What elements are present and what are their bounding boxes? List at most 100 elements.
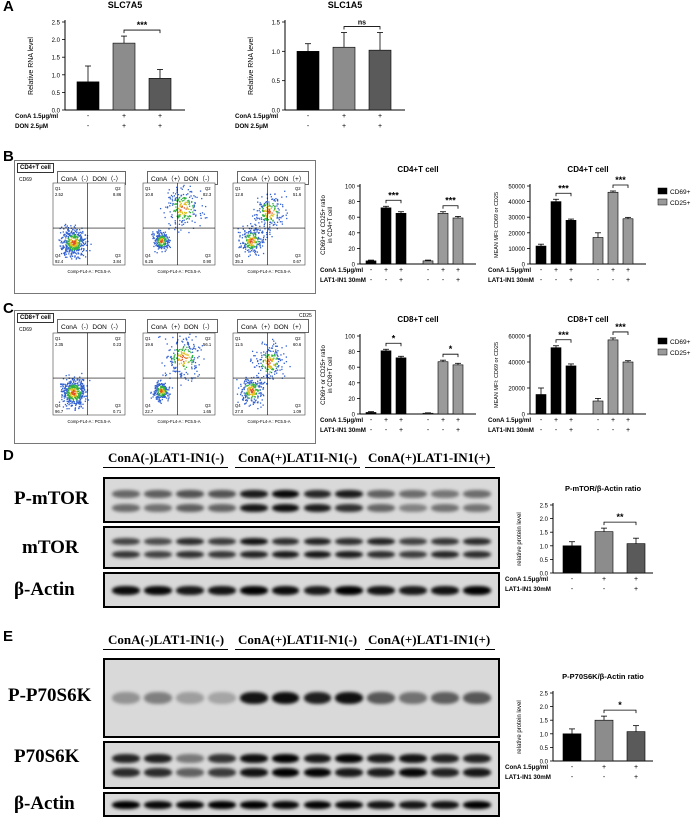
flow-event <box>256 251 259 253</box>
flow-event <box>263 223 266 226</box>
flow-event <box>281 196 283 198</box>
flow-title-2: ConA（+）DON（-） <box>147 319 218 333</box>
flow-event <box>168 393 170 395</box>
y-tick-label: 0.5 <box>540 746 549 752</box>
flow-event <box>261 214 264 216</box>
flow-event <box>272 204 274 207</box>
flow-event <box>251 245 253 247</box>
flow-event <box>189 215 192 218</box>
flow-event <box>166 343 168 345</box>
flow-event <box>158 239 161 242</box>
condition-mark: - <box>603 774 606 781</box>
condition-label: ConA 1.5μg/ml <box>505 576 548 583</box>
flow-event <box>248 249 250 251</box>
flow-event <box>63 389 65 392</box>
flow-event <box>72 243 75 245</box>
flow-event <box>161 383 163 386</box>
flow-event <box>263 202 266 205</box>
blot-band <box>175 692 204 704</box>
y-tick-label: 0.0 <box>540 760 549 766</box>
flow-event <box>161 246 163 249</box>
flow-event <box>74 252 77 254</box>
flow-event <box>188 336 190 338</box>
flow-event <box>158 336 160 338</box>
flow-event <box>242 399 244 401</box>
flow-event <box>156 396 158 398</box>
flow-event <box>164 236 166 239</box>
blot-band <box>431 753 460 763</box>
flow-event <box>274 207 276 210</box>
blot-band <box>207 800 236 809</box>
quadrant-value: Q4 <box>235 253 241 258</box>
flow-event <box>185 357 187 360</box>
flow-event <box>247 236 250 238</box>
flow-event <box>276 353 278 355</box>
flow-event <box>260 362 262 364</box>
flow-event <box>166 245 168 247</box>
y-axis-label-line: in CD4+T cell <box>328 207 334 243</box>
flow-event <box>71 378 73 380</box>
flow-event <box>249 247 252 249</box>
flow-event <box>62 378 65 380</box>
flow-event <box>68 387 70 389</box>
flow-event <box>203 213 206 215</box>
flow-event <box>68 233 71 235</box>
flow-event <box>190 348 192 350</box>
flow-event <box>177 354 179 356</box>
flow-event <box>78 231 80 234</box>
flow-event <box>180 198 183 201</box>
flow-event <box>277 366 280 368</box>
flow-event <box>278 212 280 214</box>
flow-event <box>179 213 181 216</box>
blot-band <box>335 692 364 704</box>
flow-event <box>248 234 250 236</box>
flow-event <box>185 360 187 362</box>
flow-event <box>191 356 194 359</box>
flow-event <box>265 370 267 372</box>
blot-band <box>463 585 491 595</box>
flow-event <box>276 228 278 230</box>
flow-event <box>81 397 83 399</box>
flow-event <box>65 226 67 228</box>
flow-event <box>60 385 62 388</box>
flow-event <box>262 210 264 213</box>
flow-event <box>84 400 86 402</box>
flow-event <box>252 388 254 390</box>
flow-event <box>163 390 165 393</box>
flow-event <box>178 196 181 199</box>
wb-group-line-2 <box>235 649 360 650</box>
condition-label: ConA 1.5μg/ml <box>320 417 363 424</box>
flow-event <box>254 382 257 384</box>
flow-event <box>61 398 63 401</box>
flow-event <box>194 202 196 205</box>
blot-band <box>431 692 460 704</box>
flow-x-axis-label: Comp-FL4-A : PC5.5-A <box>67 419 110 424</box>
quadrant-value: 1.09 <box>293 409 302 414</box>
flow-event <box>78 394 80 397</box>
flow-event <box>275 351 277 353</box>
flow-event <box>183 184 185 187</box>
flow-event <box>259 211 262 213</box>
flow-event <box>249 382 251 385</box>
flow-event <box>77 248 79 251</box>
bar <box>380 350 392 415</box>
flow-event <box>183 203 185 205</box>
blot-band <box>239 800 268 809</box>
flow-event <box>255 233 257 236</box>
flow-event <box>269 224 271 226</box>
flow-event <box>74 236 77 239</box>
flow-event <box>70 231 73 233</box>
flow-event <box>150 397 152 399</box>
flow-event <box>277 360 280 363</box>
flow-event <box>78 244 81 246</box>
flow-event <box>257 385 259 387</box>
flow-event <box>246 393 249 396</box>
flow-event <box>176 191 178 193</box>
flow-event <box>68 386 70 388</box>
flow-event <box>244 396 247 399</box>
flow-event <box>76 239 78 241</box>
y-tick-label: 1.5 <box>52 56 61 62</box>
flow-event <box>185 366 188 369</box>
flow-event <box>75 394 77 396</box>
flow-event <box>193 343 195 346</box>
